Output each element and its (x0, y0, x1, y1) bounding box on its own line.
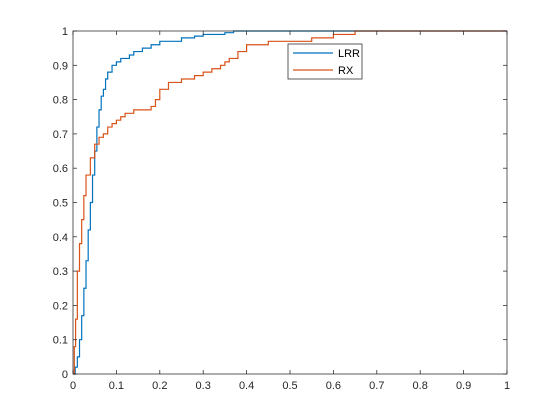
y-tick-label: 0 (62, 369, 68, 381)
y-tick-label: 0.7 (53, 129, 68, 141)
legend-label-rx: RX (338, 65, 354, 77)
x-tick-label: 0.2 (152, 380, 167, 392)
series-line-rx (73, 30, 507, 375)
x-tick-label: 0.8 (413, 380, 428, 392)
series-layer (73, 30, 507, 375)
x-tick-label: 0.6 (326, 380, 341, 392)
y-tick-label: 1 (62, 26, 68, 38)
x-tick-label: 0.4 (239, 380, 254, 392)
x-tick-label: 0.9 (456, 380, 471, 392)
series-line-lrr (73, 30, 507, 375)
legend-label-lrr: LRR (338, 48, 360, 60)
y-tick-label: 0.2 (53, 300, 68, 312)
plot-area (73, 31, 507, 374)
y-tick-label: 0.1 (53, 335, 68, 347)
y-tick-label: 0.4 (53, 232, 68, 244)
legend[interactable]: LRR RX (287, 43, 363, 80)
x-tick-label: 0.5 (282, 380, 297, 392)
x-tick-label: 0 (70, 380, 76, 392)
x-tick-label: 0.3 (196, 380, 211, 392)
x-tick-label: 0.1 (109, 380, 124, 392)
x-tick-label: 1 (504, 380, 510, 392)
x-tick-label: 0.7 (369, 380, 384, 392)
axes-layer: 0 0.1 0.2 0.3 0.4 0.5 0.6 0.7 0.8 0.9 1 0 0.1 0.2 0.3 0… (53, 26, 510, 392)
y-tick-label: 0.9 (53, 60, 68, 72)
y-tick-label: 0.6 (53, 163, 68, 175)
y-tick-label: 0.8 (53, 95, 68, 107)
y-tick-label: 0.3 (53, 266, 68, 278)
y-tick-label: 0.5 (53, 198, 68, 210)
legend-box (287, 43, 363, 80)
